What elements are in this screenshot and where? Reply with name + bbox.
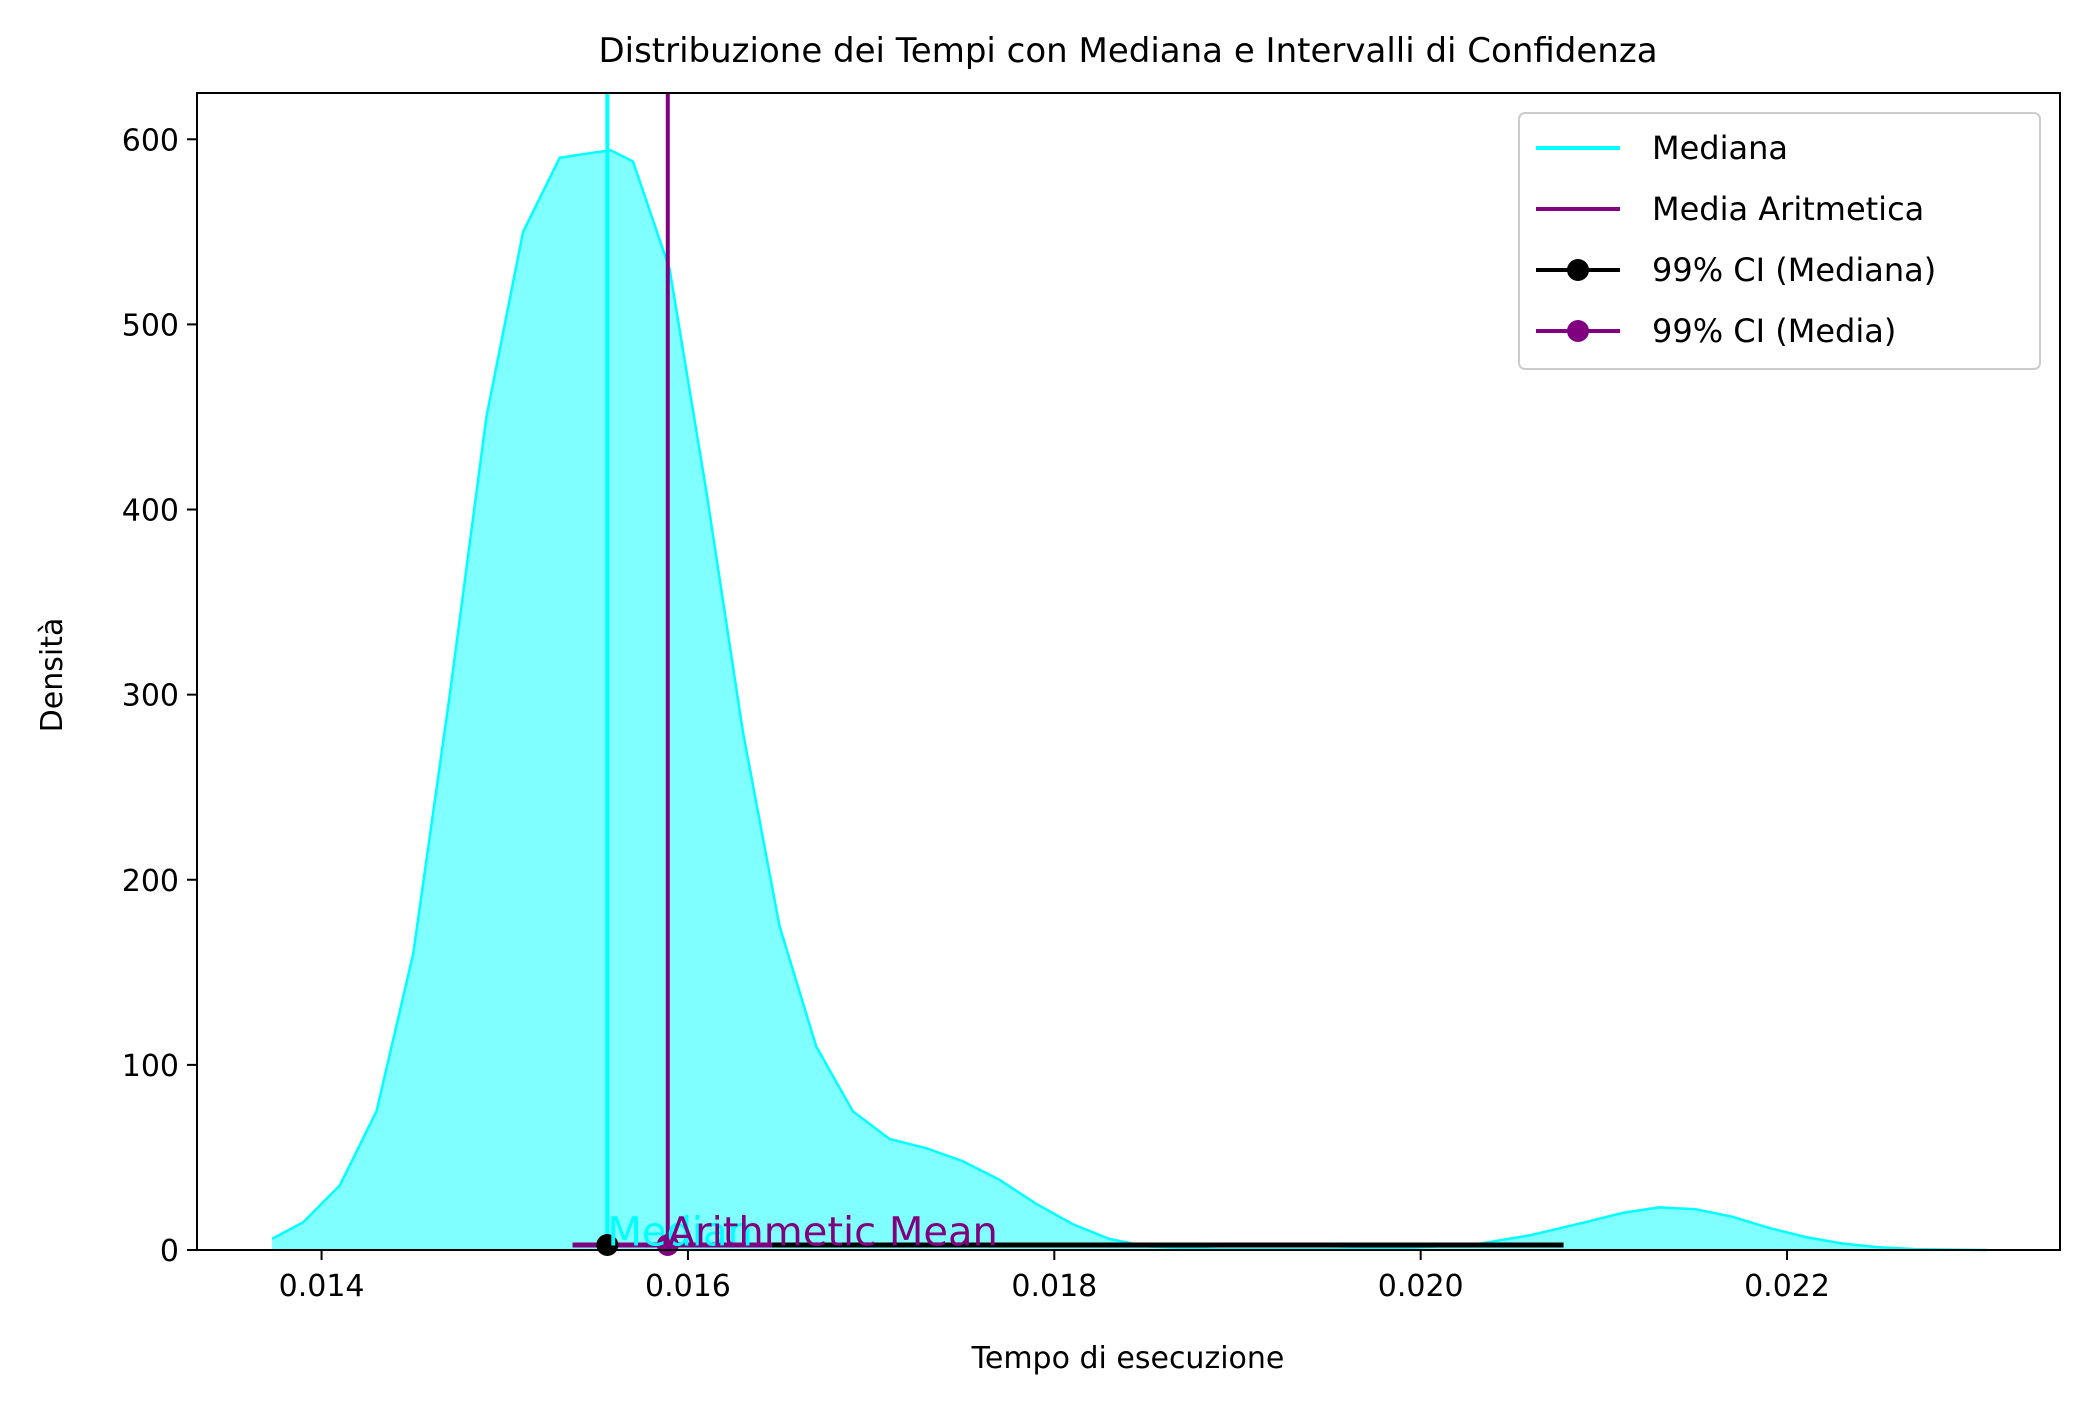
y-tick-label: 200 xyxy=(122,864,179,899)
chart-title: Distribuzione dei Tempi con Mediana e In… xyxy=(598,31,1657,71)
density-fill xyxy=(272,150,1987,1250)
x-tick-label: 0.022 xyxy=(1744,1269,1830,1304)
y-tick-label: 500 xyxy=(122,308,179,343)
density-line xyxy=(271,149,1987,1252)
legend-swatch-dot xyxy=(1567,320,1589,342)
legend-swatch-dot xyxy=(1567,259,1589,281)
y-tick-label: 400 xyxy=(122,494,179,529)
annotation-text: Arithmetic Mean xyxy=(668,1209,998,1255)
y-tick-label: 0 xyxy=(160,1234,179,1269)
x-axis-label: Tempo di esecuzione xyxy=(971,1341,1285,1376)
x-tick-label: 0.020 xyxy=(1378,1269,1464,1304)
y-axis-label: Densità xyxy=(35,618,70,733)
x-tick-label: 0.018 xyxy=(1011,1269,1097,1304)
x-tick-label: 0.016 xyxy=(645,1269,731,1304)
legend-label: Mediana xyxy=(1652,129,1788,167)
y-tick-label: 100 xyxy=(122,1049,179,1084)
plot-frame xyxy=(196,92,2061,1251)
legend-label: Media Aritmetica xyxy=(1652,190,1924,228)
legend-label: 99% CI (Mediana) xyxy=(1652,251,1936,289)
y-tick-label: 600 xyxy=(122,123,179,158)
y-tick-label: 300 xyxy=(122,679,179,714)
legend: Mediana Media Aritmetica 99% CI (Mediana) 9… xyxy=(1518,112,2041,370)
legend-box xyxy=(1518,112,2041,370)
legend-label: 99% CI (Media) xyxy=(1652,312,1896,350)
x-tick-label: 0.014 xyxy=(279,1269,365,1304)
annotation-text: Median xyxy=(607,1209,753,1255)
